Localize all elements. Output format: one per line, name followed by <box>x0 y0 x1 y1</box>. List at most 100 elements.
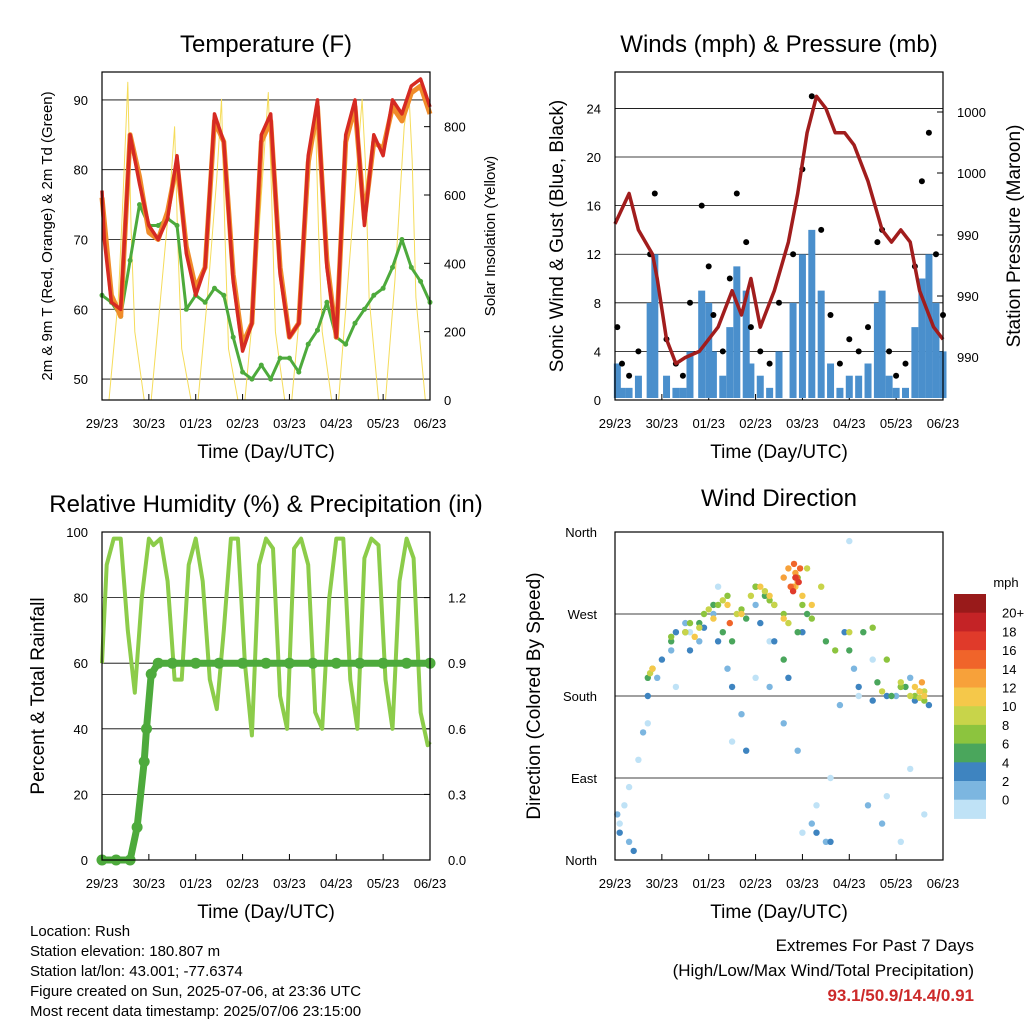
wind-direction-point <box>808 820 815 827</box>
wind-direction-point <box>724 665 731 672</box>
chart-1-ytick-label: 8 <box>594 296 601 311</box>
wind-direction-point <box>846 629 853 636</box>
wind-direction-point <box>724 592 731 599</box>
wind-direction-point <box>897 679 904 686</box>
chart-2-frame <box>101 531 431 861</box>
wind-direction-point <box>921 811 928 818</box>
dewpoint-2m-point <box>202 299 208 305</box>
wind-gust-point <box>918 178 925 185</box>
dewpoint-2m-point <box>174 223 180 228</box>
chart-1-xtick-label: 29/23 <box>599 416 632 431</box>
wind-direction-point <box>686 619 694 627</box>
precip-total-point <box>166 657 178 669</box>
dewpoint-2m-point <box>352 320 358 326</box>
chart-2-ytick-label: 100 <box>66 525 88 540</box>
wind-direction-point <box>860 629 867 636</box>
dewpoint-2m-point <box>315 327 320 333</box>
wind-direction-point <box>813 802 820 809</box>
wind-direction-point <box>921 688 928 695</box>
wind-direction-point <box>686 647 694 654</box>
precip-total-point <box>260 657 272 669</box>
wind-direction-point <box>747 592 755 599</box>
chart-3-frame <box>614 531 944 861</box>
dewpoint-2m-point <box>183 306 189 312</box>
chart-3-ytick-label: West <box>568 607 598 622</box>
wind-direction-point <box>818 583 825 590</box>
wind-gust-point <box>776 299 782 306</box>
wind-direction-point <box>874 679 881 686</box>
extremes-heading: Extremes For Past 7 Days <box>775 936 974 955</box>
chart-0-ytick-label: 60 <box>74 302 88 317</box>
wind-direction-point <box>869 697 876 704</box>
wind-gust-point <box>808 93 815 100</box>
chart-0-xtick-label: 01/23 <box>179 416 212 431</box>
precip-total-point <box>330 657 342 669</box>
wind-direction-point <box>752 601 759 609</box>
wind-direction-point <box>869 656 876 663</box>
dewpoint-2m-point <box>258 362 264 368</box>
colorbar-title: mph <box>993 575 1018 590</box>
wind-direction-point <box>710 601 717 609</box>
chart-1-xlabel: Time (Day/UTC) <box>710 442 848 463</box>
chart-0-ytick-label: 70 <box>74 232 88 247</box>
colorbar-swatch <box>954 743 986 763</box>
chart-2-xlabel: Time (Day/UTC) <box>197 902 335 923</box>
wind-direction-point <box>766 592 773 599</box>
wind-direction-point <box>794 747 801 754</box>
chart-1-ytick-label: 20 <box>587 150 601 165</box>
dewpoint-2m-point <box>399 237 405 242</box>
chart-1-y2tick-label: 990 <box>957 350 979 365</box>
colorbar-swatch <box>954 762 986 782</box>
wind-direction-point <box>654 674 661 681</box>
chart-1-frame <box>614 71 944 401</box>
wind-direction-point <box>869 624 876 631</box>
wind-gust-point <box>933 251 939 258</box>
chart-2-y2tick-label: 0.0 <box>448 853 466 868</box>
wind-direction-point <box>644 692 651 700</box>
precip-total-point <box>190 657 202 669</box>
wind-direction-point <box>799 592 806 599</box>
wind-direction-point <box>668 638 675 645</box>
wind-direction-point <box>696 624 703 631</box>
wind-direction-point <box>738 711 745 718</box>
chart-0-frame <box>101 71 431 401</box>
wind-direction-point <box>907 692 914 700</box>
wind-direction-point <box>630 847 637 855</box>
chart-2-xtick-label: 03/23 <box>273 876 306 891</box>
chart-1-ytick-label: 12 <box>587 247 601 262</box>
chart-2-ylabel: Percent & Total Rainfall <box>28 597 49 794</box>
wind-direction-point <box>827 838 834 845</box>
wind-direction-point <box>789 588 797 595</box>
colorbar-swatch <box>954 724 986 745</box>
wind-direction-point <box>907 674 914 681</box>
chart-2-ytick-label: 0 <box>81 853 88 868</box>
wind-direction-point <box>836 701 844 709</box>
wind-direction-point <box>696 638 703 645</box>
wind-direction-point <box>738 606 745 613</box>
precip-total-point <box>213 657 225 669</box>
wind-gust-point <box>710 312 717 318</box>
chart-3-ytick-label: North <box>565 853 597 868</box>
dewpoint-2m-point <box>343 341 349 347</box>
dewpoint-2m-point <box>305 341 311 347</box>
chart-2-title: Relative Humidity (%) & Precipitation (i… <box>49 491 482 518</box>
wind-direction-point <box>714 638 722 645</box>
chart-1-y2tick-label: 1000 <box>957 105 986 120</box>
wind-direction-point <box>864 802 872 809</box>
wind-gust-point <box>874 239 881 246</box>
wind-direction-point <box>625 838 633 845</box>
chart-2-ytick-label: 60 <box>74 656 88 671</box>
colorbar-label: 16 <box>1002 643 1016 658</box>
wind-direction-point <box>796 565 804 572</box>
chart-2-y2tick-label: 0.9 <box>448 656 466 671</box>
wind-direction-point <box>761 588 769 595</box>
dewpoint-2m-point <box>212 285 217 291</box>
chart-2-xtick-label: 06/23 <box>414 876 447 891</box>
colorbar-label: 4 <box>1002 755 1009 770</box>
wind-direction-point <box>728 683 736 691</box>
wind-direction-point <box>794 629 801 636</box>
dewpoint-2m-point <box>249 376 255 382</box>
chart-0-ylabel: 2m & 9m T (Red, Orange) & 2m Td (Green) <box>39 91 56 380</box>
wind-direction-point <box>761 592 769 599</box>
wind-direction-point <box>911 697 919 704</box>
